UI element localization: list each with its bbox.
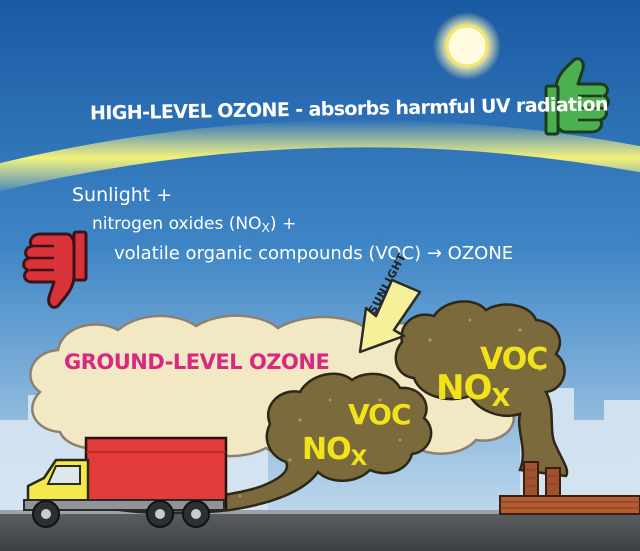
road-curb: [0, 510, 640, 514]
factory-icon: [499, 461, 640, 515]
road: [0, 512, 640, 551]
factory-nox-subscript: X: [491, 382, 510, 412]
truck-nox-text: NO: [302, 432, 352, 467]
nitrogen-oxides-suffix: ) +: [269, 214, 297, 234]
truck-nox-label: NOX: [302, 432, 367, 471]
factory-smoke-smog: [394, 300, 569, 478]
nitrogen-oxides-text: nitrogen oxides (NO: [92, 214, 262, 234]
factory-nox-label: NOX: [436, 368, 510, 412]
nitrogen-oxides-subscript: X: [261, 221, 270, 236]
ground-level-ozone-label: GROUND-LEVEL OZONE: [64, 350, 330, 374]
factory-voc-label: VOC: [480, 342, 548, 377]
factory-nox-text: NO: [436, 368, 492, 408]
sunlight-arrow: [358, 278, 422, 354]
truck-icon: [23, 436, 228, 528]
equation-line-voc-ozone: volatile organic compounds (VOC) → OZONE: [114, 243, 514, 264]
ozone-layer-band: [0, 119, 640, 192]
thumbs-down-icon: [22, 230, 88, 309]
equation-line-nitrogen-oxides: nitrogen oxides (NOX) +: [92, 214, 297, 236]
truck-voc-label: VOC: [348, 398, 412, 431]
equation-line-sunlight: Sunlight +: [72, 184, 173, 206]
truck-nox-subscript: X: [350, 446, 368, 472]
sun-icon: [433, 12, 501, 80]
smog-speckles-2: [428, 318, 542, 402]
truck-exhaust-smog: [118, 372, 433, 515]
thumbs-up-icon: [544, 57, 610, 136]
